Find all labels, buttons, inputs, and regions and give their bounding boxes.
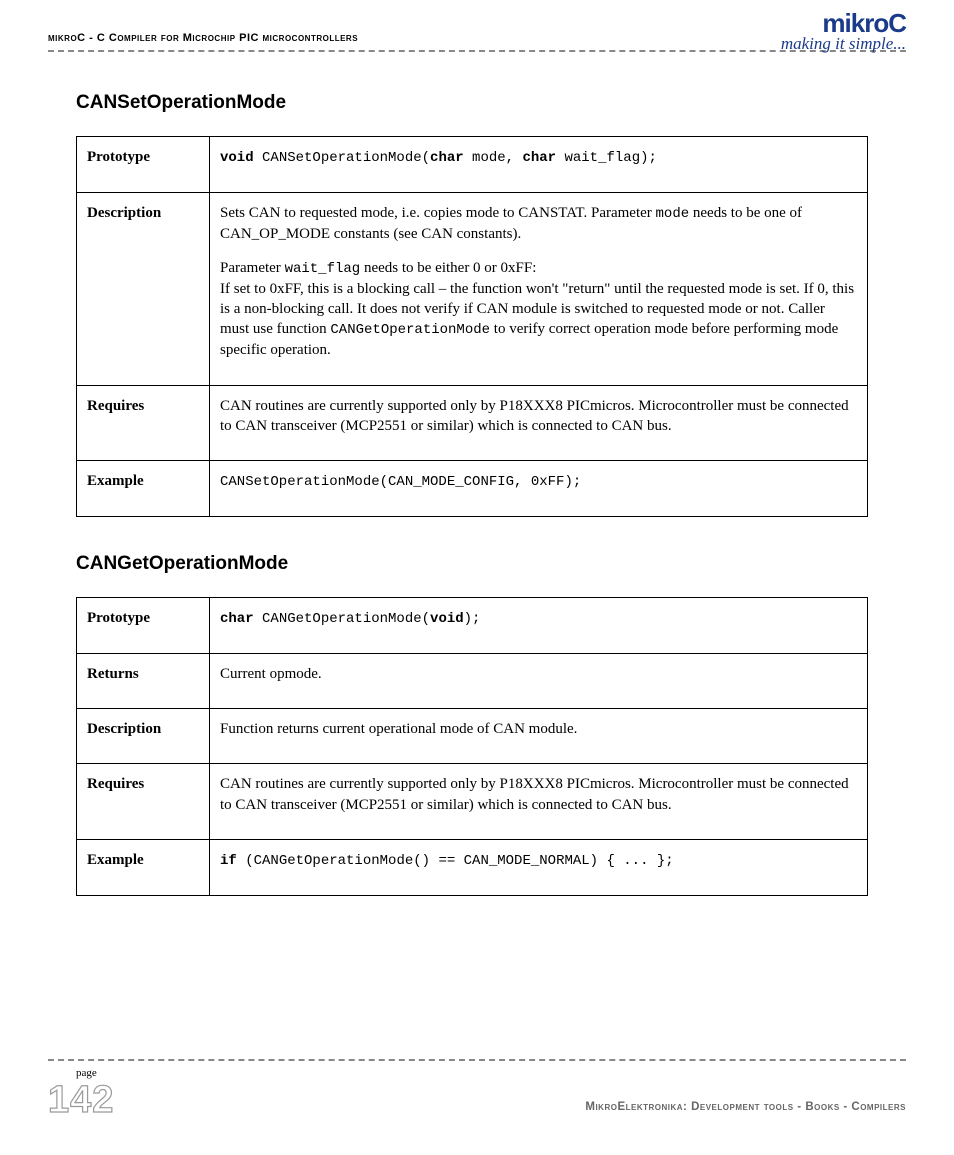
row-label: Description <box>77 192 210 385</box>
table-row: DescriptionSets CAN to requested mode, i… <box>77 192 868 385</box>
header-rule <box>48 50 906 52</box>
api-table: Prototypevoid CANSetOperationMode(char m… <box>76 136 868 517</box>
row-label: Description <box>77 709 210 764</box>
table-row: RequiresCAN routines are currently suppo… <box>77 764 868 840</box>
header-title: mikroC - C Compiler for Microchip PIC mi… <box>48 32 358 44</box>
row-content: Current opmode. <box>210 653 868 708</box>
page-footer: page 142 MikroElektronika: Development t… <box>48 1059 906 1119</box>
row-content: void CANSetOperationMode(char mode, char… <box>210 137 868 193</box>
row-content: Sets CAN to requested mode, i.e. copies … <box>210 192 868 385</box>
row-label: Example <box>77 839 210 895</box>
row-content: CAN routines are currently supported onl… <box>210 764 868 840</box>
content: CANSetOperationModePrototypevoid CANSetO… <box>48 92 906 896</box>
row-content: Function returns current operational mod… <box>210 709 868 764</box>
table-row: Prototypechar CANGetOperationMode(void); <box>77 597 868 653</box>
header-brand: mikroC making it simple... <box>781 10 906 54</box>
footer-rule <box>48 1059 906 1061</box>
page: mikroC making it simple... mikroC - C Co… <box>0 0 954 1155</box>
page-header: mikroC making it simple... mikroC - C Co… <box>48 28 906 52</box>
footer-row: 142 MikroElektronika: Development tools … <box>48 1081 906 1119</box>
page-number: 142 <box>48 1081 114 1119</box>
row-content: CANSetOperationMode(CAN_MODE_CONFIG, 0xF… <box>210 461 868 517</box>
section-title: CANGetOperationMode <box>76 553 906 575</box>
row-content: char CANGetOperationMode(void); <box>210 597 868 653</box>
table-row: Exampleif (CANGetOperationMode() == CAN_… <box>77 839 868 895</box>
logo: mikroC <box>781 10 906 36</box>
table-row: RequiresCAN routines are currently suppo… <box>77 385 868 461</box>
row-label: Returns <box>77 653 210 708</box>
table-row: DescriptionFunction returns current oper… <box>77 709 868 764</box>
row-label: Example <box>77 461 210 517</box>
tagline: making it simple... <box>781 34 906 54</box>
row-label: Prototype <box>77 597 210 653</box>
row-content: if (CANGetOperationMode() == CAN_MODE_NO… <box>210 839 868 895</box>
row-label: Requires <box>77 385 210 461</box>
table-row: ReturnsCurrent opmode. <box>77 653 868 708</box>
section-title: CANSetOperationMode <box>76 92 906 114</box>
row-label: Prototype <box>77 137 210 193</box>
row-content: CAN routines are currently supported onl… <box>210 385 868 461</box>
row-label: Requires <box>77 764 210 840</box>
table-row: Prototypevoid CANSetOperationMode(char m… <box>77 137 868 193</box>
footer-publisher: MikroElektronika: Development tools - Bo… <box>585 1101 906 1119</box>
api-table: Prototypechar CANGetOperationMode(void);… <box>76 597 868 896</box>
footer-page-label: page <box>76 1067 906 1079</box>
table-row: ExampleCANSetOperationMode(CAN_MODE_CONF… <box>77 461 868 517</box>
